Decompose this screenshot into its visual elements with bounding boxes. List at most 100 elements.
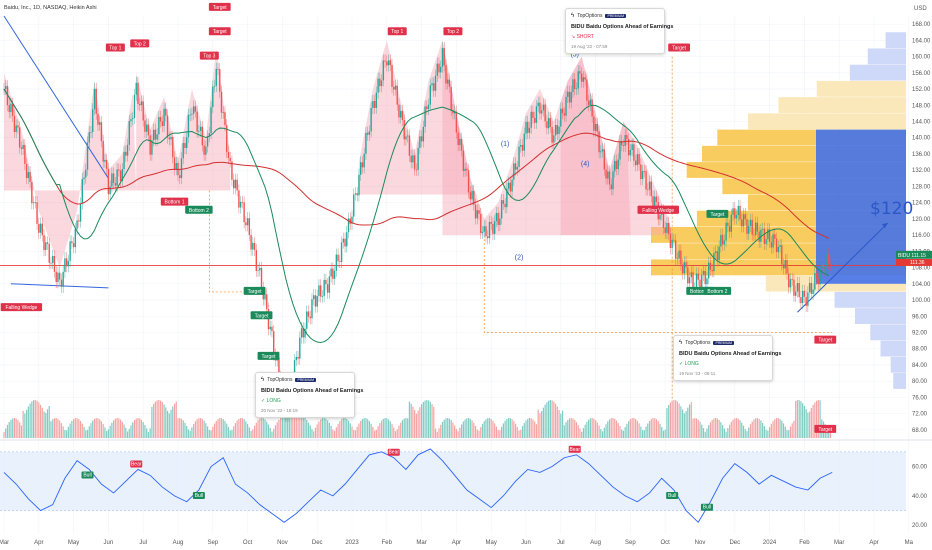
trend-line [10, 283, 109, 289]
candle [133, 94, 136, 118]
pattern-label: Target [710, 212, 725, 218]
news-card[interactable]: ϟ TopOptions PREMIUM BIDU Baidu Options Ah… [565, 8, 674, 54]
candle [116, 169, 118, 186]
candle [666, 222, 668, 233]
candle [676, 258, 679, 260]
volume-bar [292, 413, 294, 438]
candle [777, 246, 779, 253]
volume-bar [126, 431, 129, 438]
candle [633, 144, 635, 161]
volume-bar [269, 427, 271, 438]
rsi-signal-badge [192, 492, 205, 499]
candle [266, 294, 268, 309]
volume-bar [800, 401, 802, 438]
card-title[interactable]: BIDU Baidu Options Ahead of Earnings [261, 388, 364, 394]
volume-bar [405, 418, 407, 438]
candle [112, 173, 115, 184]
news-card[interactable]: ϟ TopOptions PREMIUM BIDU Baidu Options Ah… [673, 335, 782, 381]
candle [758, 231, 760, 242]
volume-bar [57, 418, 59, 438]
chart-patterns [0, 15, 906, 422]
candle [727, 222, 729, 227]
moving-averages [3, 88, 829, 344]
card-title[interactable]: BIDU Baidu Options Ahead of Earnings [571, 24, 674, 30]
volume-bar [179, 418, 181, 438]
candle [387, 60, 390, 66]
price-axis[interactable]: 168.00 164.00 160.00 156.00 152.00 148.00 144.… [896, 22, 932, 434]
volume-bar [358, 423, 360, 438]
rsi-axis[interactable]: 60.00 40.00 20.00 [912, 465, 928, 530]
candle [227, 152, 230, 158]
volume-bar [29, 403, 31, 438]
time-tick-label: Dec [312, 540, 323, 546]
moving-average-200 [3, 88, 829, 239]
pattern-label: Target [213, 29, 228, 35]
time-axis[interactable]: Mar Apr May Jun Jul Aug Sep Oct Nov Dec 2023 Feb Mar… [0, 540, 914, 546]
volume-bar [349, 423, 351, 438]
candle [121, 168, 124, 182]
volume-bar [786, 430, 788, 438]
volume-bar [499, 430, 501, 438]
candle [558, 126, 560, 135]
candle [36, 202, 38, 224]
candle [295, 356, 298, 361]
volume-bar [626, 423, 628, 438]
volume-bar [78, 419, 80, 438]
volume-bar [501, 426, 503, 438]
candle [452, 110, 454, 114]
volume-bar [26, 409, 28, 438]
pattern-badge [668, 43, 691, 52]
price-tick-label: 92.00 [912, 331, 928, 337]
volume-bar [772, 421, 774, 438]
news-card[interactable]: ϟ TopOptions PREMIUM BIDU Baidu Options Ah… [255, 372, 364, 418]
volume-bar [716, 418, 718, 438]
volume-bar [189, 430, 191, 438]
price-tick-label: 152.00 [912, 87, 931, 93]
volume-bar [85, 430, 87, 438]
candle [673, 239, 675, 241]
volume-bar [610, 418, 612, 438]
candle [391, 65, 393, 87]
volume-bar [748, 427, 750, 438]
time-tick-label: Mar [416, 540, 426, 546]
candle [643, 171, 646, 172]
candle [65, 258, 68, 267]
candle [31, 181, 33, 204]
candle [389, 60, 391, 66]
candle [186, 137, 188, 148]
volume-bar [93, 418, 96, 438]
rsi-band [0, 451, 906, 511]
volume-bar [187, 429, 190, 438]
volume-bar [527, 418, 529, 438]
volume-bar [300, 400, 303, 438]
volume-bar [815, 400, 818, 438]
volume-bar [742, 425, 745, 438]
volume-bar [480, 427, 482, 438]
candle [74, 228, 77, 248]
volume-bar [427, 400, 430, 438]
candle [815, 273, 818, 279]
volume-bar [553, 401, 555, 438]
price-tick-label: 164.00 [912, 38, 931, 44]
volume-bar [445, 418, 447, 438]
candle [826, 254, 828, 267]
candle [798, 283, 800, 298]
volume-bar [803, 405, 805, 438]
volume-bar [344, 418, 346, 438]
volume-bar [186, 425, 188, 438]
volume-bar [410, 403, 412, 438]
candle [728, 226, 731, 232]
last-price-label: BIDU 111.15 [898, 253, 926, 259]
candle [95, 88, 97, 114]
volume-bar [231, 429, 233, 438]
volume-bar [788, 430, 790, 438]
candle [93, 88, 96, 110]
candle [490, 221, 492, 224]
candle [213, 85, 216, 87]
card-title[interactable]: BIDU Baidu Options Ahead of Earnings [679, 351, 782, 357]
volume-bar [140, 419, 143, 438]
pattern-label: Top 2 [134, 41, 146, 47]
candle [196, 111, 198, 132]
volume-bar [581, 431, 583, 438]
